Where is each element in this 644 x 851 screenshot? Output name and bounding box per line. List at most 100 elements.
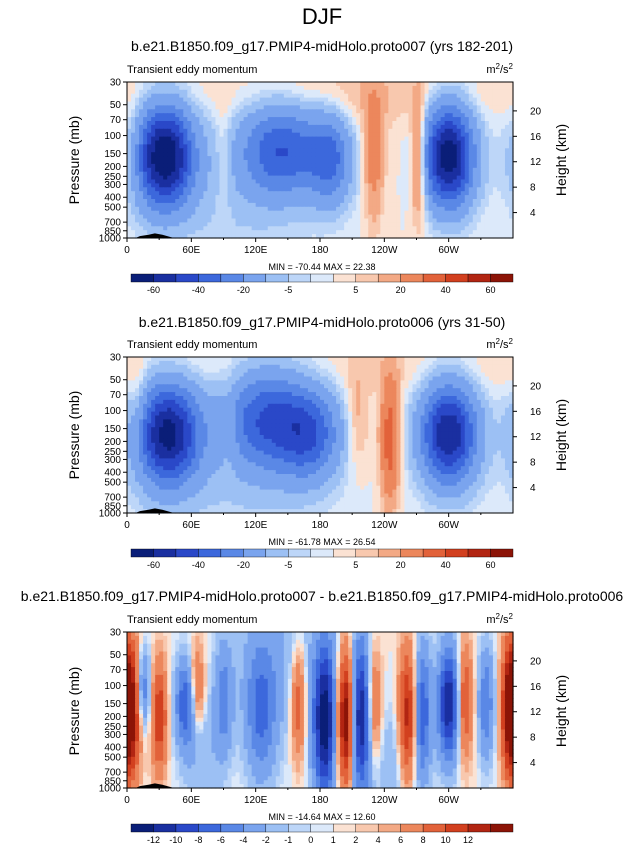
contour-cell — [480, 101, 486, 106]
contour-cell — [303, 109, 309, 114]
contour-cell — [504, 396, 510, 401]
contour-cell — [336, 160, 341, 165]
contour-cell — [436, 175, 442, 181]
contour-cell — [127, 105, 132, 110]
contour-cell — [352, 380, 357, 385]
contour-cell — [151, 171, 156, 177]
contour-cell — [396, 368, 402, 374]
contour-cell — [424, 132, 430, 138]
contour-cell — [384, 156, 389, 161]
contour-cell — [432, 226, 438, 231]
contour-cell — [267, 109, 273, 114]
contour-cell — [448, 85, 454, 91]
contour-cell — [484, 376, 490, 381]
contour-cell — [344, 234, 349, 239]
contour-cell — [432, 380, 438, 385]
contour-cell — [504, 171, 510, 177]
contour-cell — [311, 234, 317, 239]
colorbar-swatch — [490, 273, 514, 283]
contour-cell — [183, 206, 188, 212]
contour-cell — [324, 136, 329, 142]
contour-cell — [147, 128, 152, 134]
contour-cell — [364, 368, 369, 374]
contour-cell — [500, 179, 506, 184]
contour-cell — [239, 222, 245, 227]
contour-cell — [408, 380, 414, 385]
contour-cell — [380, 392, 385, 397]
contour-cell — [332, 226, 337, 231]
contour-cell — [127, 144, 132, 149]
contour-cell — [191, 179, 196, 184]
contour-cell — [275, 218, 281, 223]
contour-cell — [199, 199, 204, 204]
contour-cell — [372, 85, 377, 91]
contour-cell — [299, 128, 305, 134]
contour-cell — [171, 226, 176, 231]
contour-cell — [504, 372, 510, 378]
contour-cell — [215, 234, 221, 239]
contour-cell — [460, 175, 466, 181]
contour-cell — [484, 392, 490, 397]
y-axis-title: Pressure (mb) — [66, 116, 82, 205]
contour-cell — [436, 195, 442, 200]
contour-cell — [183, 140, 188, 145]
contour-cell — [231, 128, 237, 134]
contour-cell — [440, 144, 446, 149]
contour-cell — [227, 226, 233, 231]
contour-cell — [191, 214, 196, 220]
contour-cell — [167, 199, 172, 204]
contour-cell — [420, 140, 426, 145]
contour-cell — [287, 140, 293, 145]
contour-cell — [456, 148, 462, 153]
contour-cell — [388, 105, 393, 110]
contour-cell — [460, 160, 466, 165]
contour-cell — [243, 175, 249, 181]
contour-cell — [368, 360, 373, 366]
contour-cell — [163, 156, 168, 161]
contour-cell — [151, 144, 156, 149]
contour-cell — [368, 396, 373, 401]
contour-cell — [448, 376, 454, 381]
contour-cell — [291, 396, 297, 401]
contour-cell — [408, 117, 414, 122]
contour-cell — [420, 179, 426, 184]
contour-cell — [187, 195, 192, 200]
contour-cell — [336, 372, 341, 378]
contour-cell — [127, 179, 132, 184]
contour-cell — [388, 372, 393, 378]
contour-cell — [500, 364, 506, 370]
contour-cell — [215, 187, 221, 192]
contour-cell — [251, 82, 257, 87]
contour-cell — [151, 124, 156, 130]
contour-cell — [151, 218, 156, 223]
contour-cell — [255, 105, 261, 110]
contour-cell — [404, 210, 410, 216]
contour-cell — [131, 101, 136, 106]
contour-cell — [492, 85, 498, 91]
contour-cell — [239, 210, 245, 216]
contour-cell — [295, 89, 301, 95]
contour-cell — [231, 396, 237, 401]
contour-cell — [340, 210, 345, 216]
contour-cell — [279, 202, 285, 208]
contour-cell — [388, 171, 393, 177]
contour-cell — [348, 210, 353, 216]
contour-cell — [492, 380, 498, 385]
contour-cell — [360, 152, 365, 157]
contour-cell — [488, 93, 494, 99]
contour-cell — [464, 175, 470, 181]
contour-cell — [195, 199, 200, 204]
contour-cell — [356, 93, 361, 99]
contour-cell — [203, 199, 209, 204]
contour-cell — [448, 144, 454, 149]
contour-cell — [147, 195, 152, 200]
contour-cell — [412, 372, 418, 378]
contour-cell — [320, 175, 325, 181]
contour-cell — [384, 113, 389, 118]
contour-cell — [440, 132, 446, 138]
contour-cell — [340, 360, 345, 366]
contour-cell — [508, 148, 514, 153]
contour-cell — [207, 210, 213, 216]
contour-cell — [480, 160, 486, 165]
contour-cell — [472, 167, 478, 173]
